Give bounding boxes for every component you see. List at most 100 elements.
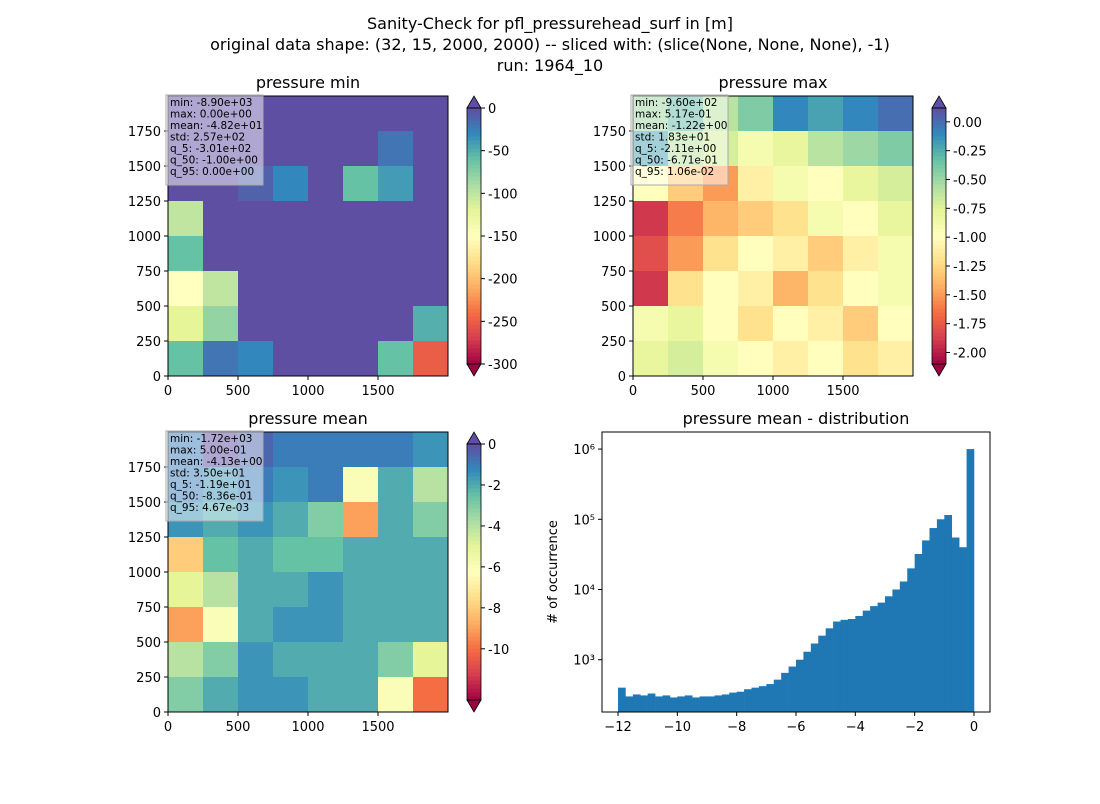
heatmap-cell: [273, 96, 309, 132]
colorbar-segment: [467, 120, 481, 125]
heatmap-cell: [808, 341, 844, 377]
axes-frame: [601, 431, 991, 713]
heatmap-cell: [413, 341, 449, 377]
colorbar-segment: [467, 656, 481, 661]
colorbar-segment: [467, 248, 481, 253]
colorbar-segment: [467, 304, 481, 309]
colorbar-segment: [932, 240, 946, 245]
histogram-bar: [729, 692, 737, 712]
heatmap-cell: [668, 341, 704, 377]
colorbar-segment: [467, 624, 481, 629]
stats-line: q_50: -8.36e-01: [170, 491, 253, 503]
colorbar-segment: [932, 120, 946, 125]
heatmap-cell: [343, 572, 379, 608]
heatmap-cell: [308, 131, 344, 167]
histogram-bar: [669, 697, 678, 712]
colorbar-frame: [931, 107, 947, 365]
histogram-bar: [944, 515, 953, 712]
colorbar-tick-label: 0: [488, 102, 496, 117]
heatmap-cell: [343, 131, 379, 167]
histogram-bar: [751, 687, 760, 712]
stats-line: min: -8.90e+03: [170, 97, 252, 109]
colorbar-segment: [467, 184, 481, 189]
colorbar-segment: [467, 256, 481, 261]
heatmap-cell: [843, 166, 879, 202]
heatmap-cell: [773, 236, 809, 272]
heatmap-cell: [668, 306, 704, 342]
colorbar-segment: [932, 340, 946, 345]
y-tick-label: 1000: [128, 230, 161, 245]
y-tick-label: 0: [153, 706, 161, 721]
colorbar-segment: [467, 124, 481, 129]
heatmap-cell: [168, 677, 204, 713]
heatmap-cell: [413, 677, 449, 713]
x-tick-label: 1000: [291, 720, 324, 735]
heatmap-cell: [633, 271, 669, 307]
colorbar-segment: [467, 148, 481, 153]
y-tick-label: 0: [153, 370, 161, 385]
colorbar-segment: [932, 348, 946, 353]
histogram-bar: [744, 689, 752, 712]
heatmap-cell: [703, 201, 739, 237]
colorbar-segment: [932, 312, 946, 317]
heatmap-cell: [343, 677, 379, 713]
colorbar-segment: [467, 588, 481, 593]
heatmap-cell: [703, 306, 739, 342]
histogram-bar: [699, 696, 708, 712]
colorbar-segment: [467, 616, 481, 621]
heatmap-cell: [378, 642, 414, 678]
heatmap-cell: [168, 201, 204, 237]
colorbar-segment: [932, 184, 946, 189]
colorbar-segment: [932, 172, 946, 177]
heatmap-cell: [238, 271, 274, 307]
colorbar-segment: [467, 564, 481, 569]
colorbar-segment: [467, 336, 481, 341]
heatmap-cell: [843, 96, 879, 132]
colorbar-segment: [467, 356, 481, 361]
colorbar-segment: [467, 672, 481, 677]
colorbar-segment: [932, 308, 946, 313]
stats-line: max: 5.17e-01: [635, 109, 712, 121]
heatmap-cell: [668, 271, 704, 307]
y-tick-label: 10⁶: [573, 443, 595, 458]
heatmap-cell: [413, 642, 449, 678]
colorbar-segment: [467, 284, 481, 289]
histogram-bar: [758, 686, 767, 712]
histogram-bar: [922, 540, 930, 712]
colorbar-segment: [467, 348, 481, 353]
colorbar-segment: [932, 320, 946, 325]
histogram-bar: [655, 696, 663, 712]
colorbar-segment: [932, 128, 946, 133]
colorbar-segment: [467, 196, 481, 201]
colorbar-tick-label: -2.00: [953, 346, 987, 361]
colorbar-tick-label: -50: [488, 145, 509, 160]
histogram-bar: [618, 687, 626, 712]
colorbar-segment: [467, 252, 481, 257]
histogram-bar: [884, 596, 893, 712]
heatmap-cell: [343, 537, 379, 573]
heatmap-cell: [203, 572, 239, 608]
heatmap-cell: [633, 306, 669, 342]
colorbar-segment: [932, 188, 946, 193]
heatmap-cell: [703, 236, 739, 272]
colorbar-segment: [467, 276, 481, 281]
colorbar-segment: [932, 152, 946, 157]
colorbar-segment: [932, 148, 946, 153]
y-tick-label: 1500: [128, 160, 161, 175]
heatmap-cell: [413, 131, 449, 167]
y-tick-label: 500: [136, 300, 161, 315]
colorbar-tick-label: -250: [488, 315, 518, 330]
colorbar-tick-label: -2: [488, 479, 501, 494]
colorbar-segment: [932, 208, 946, 213]
colorbar-segment: [467, 608, 481, 613]
colorbar-segment: [467, 592, 481, 597]
heatmap-cell: [808, 271, 844, 307]
x-tick-label: 0: [164, 720, 172, 735]
heatmap-cell: [308, 572, 344, 608]
colorbar-segment: [932, 160, 946, 165]
colorbar-segment: [932, 180, 946, 185]
colorbar-segment: [932, 324, 946, 329]
colorbar-segment: [467, 516, 481, 521]
colorbar-segment: [932, 220, 946, 225]
colorbar-segment: [932, 360, 946, 365]
